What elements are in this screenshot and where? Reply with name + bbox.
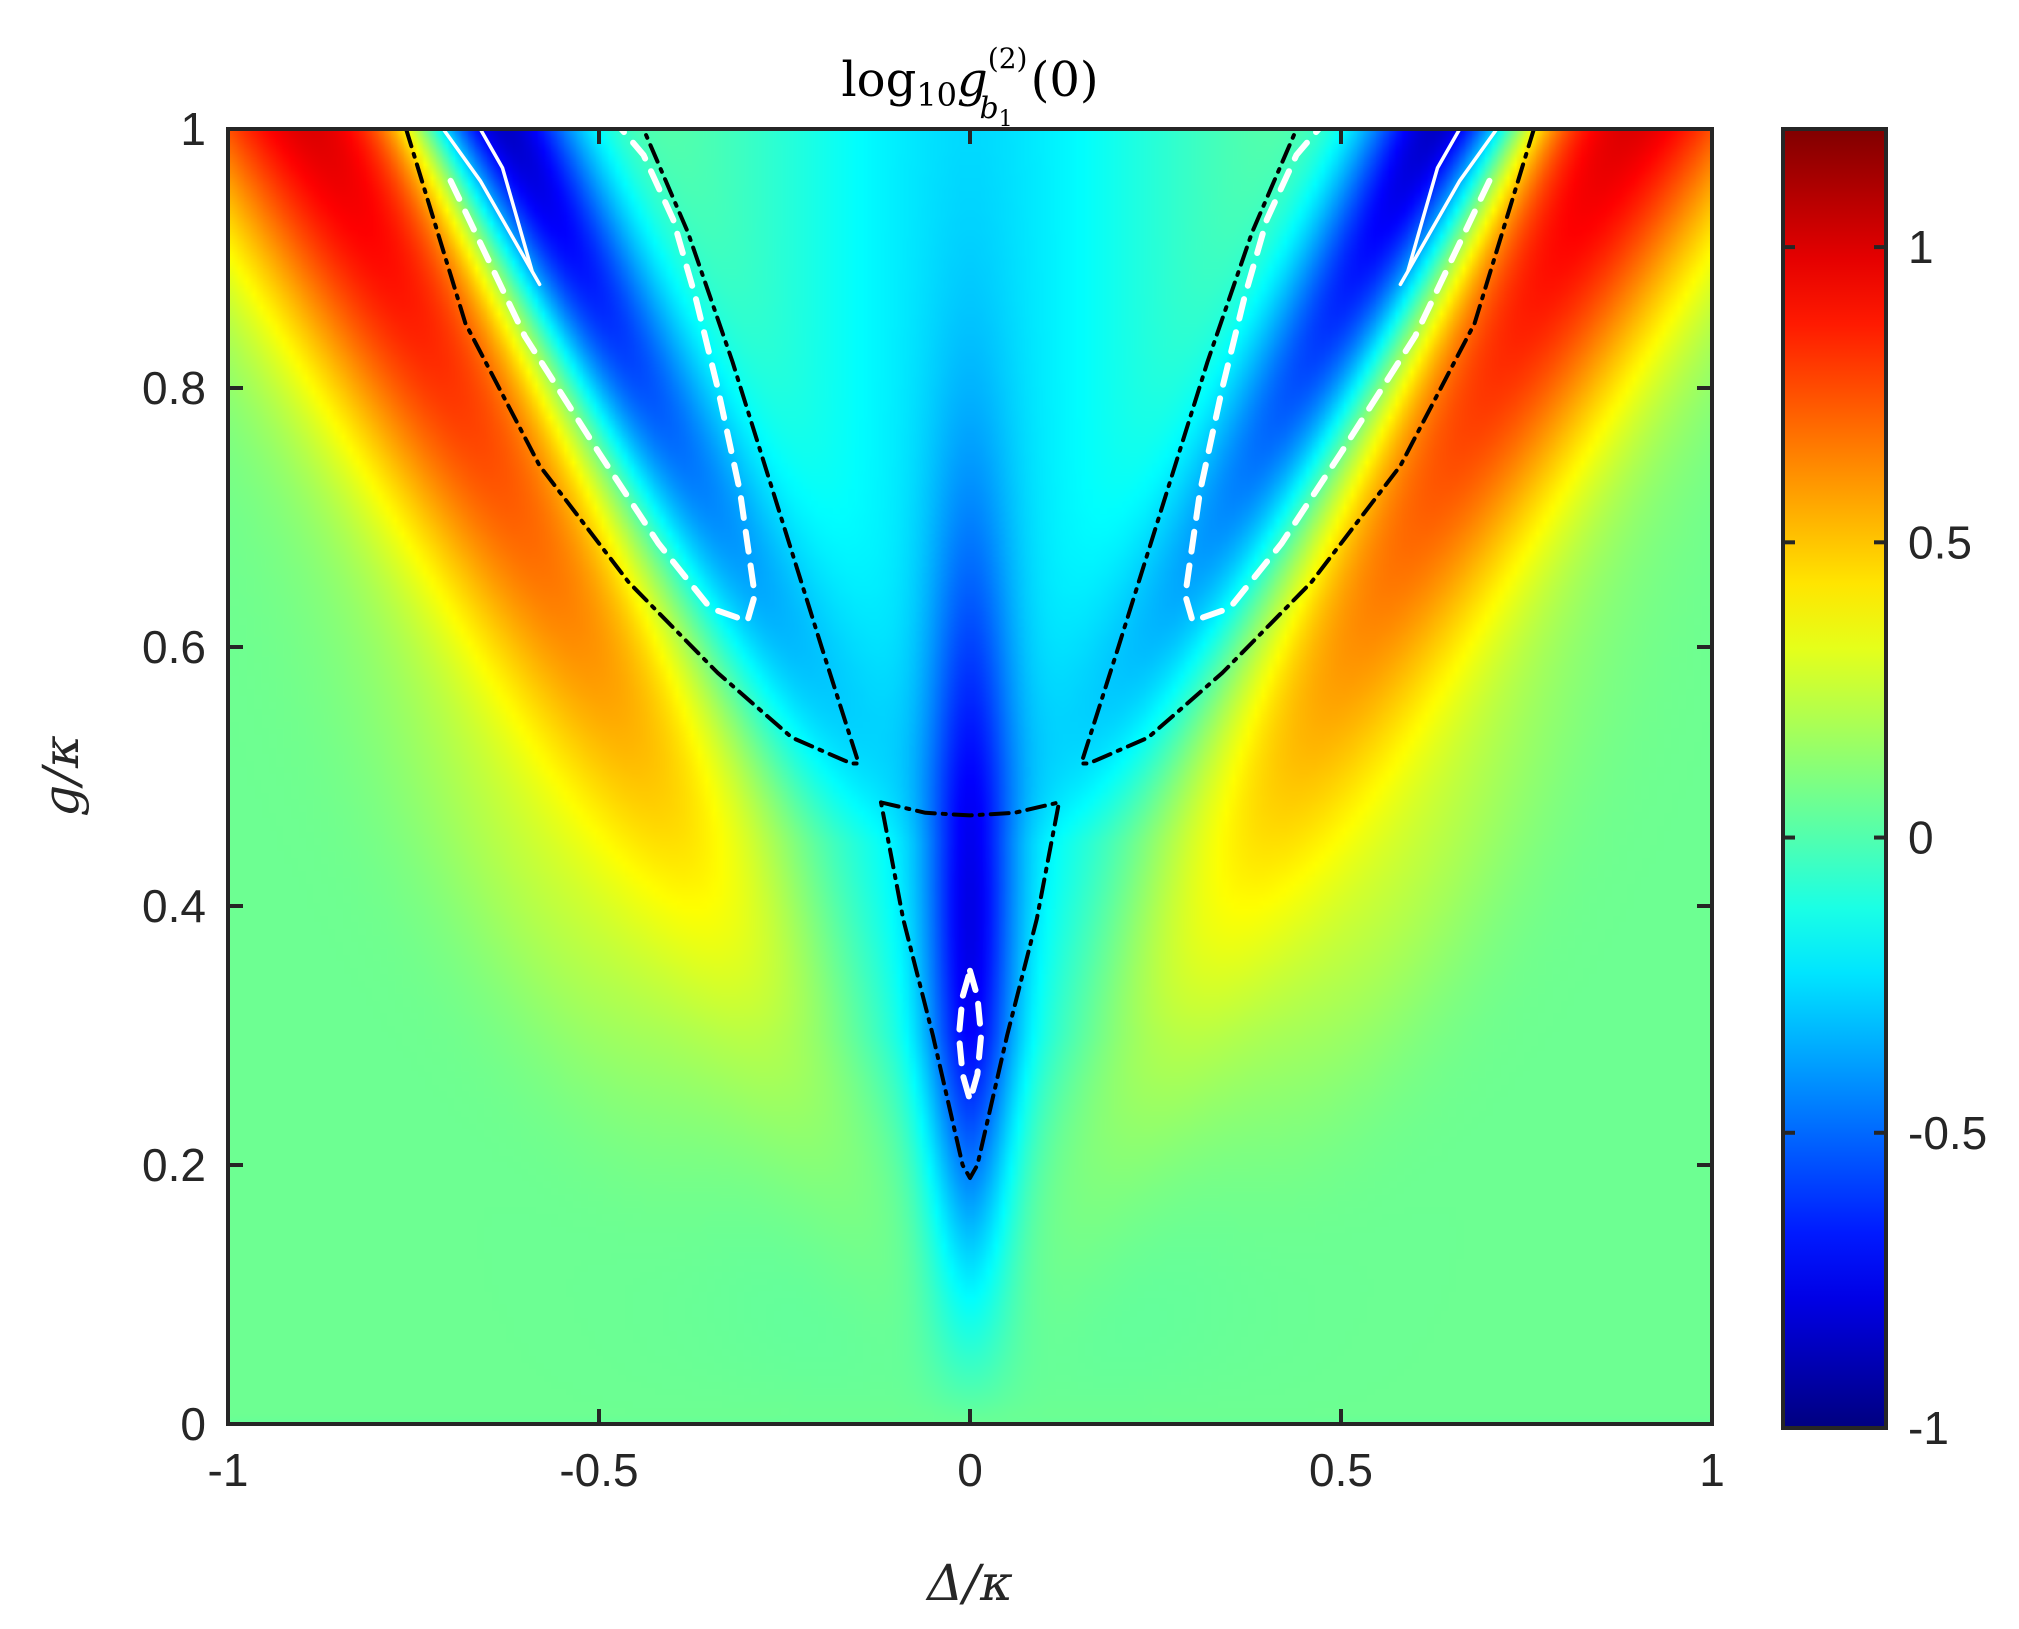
contour-dashed-5: [955, 967, 985, 1104]
x-axis-label: Δ/κ: [925, 1554, 1013, 1612]
contour-solid-6: [441, 129, 542, 287]
heatmap-image: [228, 129, 1712, 1424]
colorbar-tick-label: 0: [1908, 812, 1934, 864]
y-tick-label: 0.2: [142, 1139, 206, 1191]
x-tick-label: 0.5: [1309, 1444, 1373, 1496]
y-tick-label: 0.8: [142, 362, 206, 414]
y-tick-label: 0.6: [142, 621, 206, 673]
contour-dash-dot-0: [404, 129, 861, 766]
y-tick-label: 0.4: [142, 880, 206, 932]
contour-dash-dot-1: [1079, 129, 1536, 766]
colorbar-tick-label: -0.5: [1908, 1107, 1987, 1159]
colorbar-ticks: -1 -0.5 0 0.5 1: [1783, 221, 1987, 1454]
contour-dashed-3: [447, 129, 758, 625]
colorbar: [1781, 127, 1888, 1430]
x-tick-label: -1: [208, 1444, 249, 1496]
y-tick-label: 0: [180, 1398, 206, 1450]
y-axis-label: g/κ: [32, 735, 90, 817]
x-axis-ticks: -1 -0.5 0 0.5 1: [208, 129, 1725, 1496]
x-tick-label: -0.5: [559, 1444, 638, 1496]
y-axis-ticks: 0 0.2 0.4 0.6 0.8 1: [142, 103, 1712, 1450]
colorbar-tick-label: 1: [1908, 221, 1934, 273]
contour-layer: [404, 129, 1536, 1180]
contour-solid-7: [1398, 129, 1499, 287]
contour-dashed-4: [1182, 129, 1493, 625]
chart-title: log10g(2) b1(0): [841, 42, 1098, 132]
contour-dash-dot-2: [879, 800, 1061, 1180]
colorbar-tick-label: -1: [1908, 1402, 1949, 1454]
x-tick-label: 1: [1699, 1444, 1725, 1496]
x-tick-label: 0: [957, 1444, 983, 1496]
y-tick-label: 1: [180, 103, 206, 155]
colorbar-tick-label: 0.5: [1908, 516, 1972, 568]
